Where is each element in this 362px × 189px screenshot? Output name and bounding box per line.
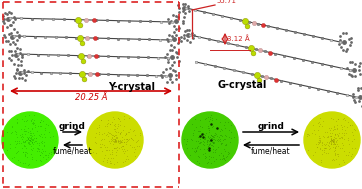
Text: 3.12 Å: 3.12 Å <box>227 36 250 42</box>
Circle shape <box>304 112 360 168</box>
Circle shape <box>182 112 238 168</box>
Circle shape <box>87 112 143 168</box>
Text: Y-crystal: Y-crystal <box>108 82 155 92</box>
Text: grind: grind <box>257 122 285 131</box>
Text: grind: grind <box>59 122 86 131</box>
Text: 20.25 Å: 20.25 Å <box>75 93 107 102</box>
Circle shape <box>2 112 58 168</box>
Text: fume/heat: fume/heat <box>53 146 92 155</box>
Text: G-crystal: G-crystal <box>217 80 266 90</box>
Text: 55.71°: 55.71° <box>216 0 240 4</box>
Text: fume/heat: fume/heat <box>251 146 291 155</box>
